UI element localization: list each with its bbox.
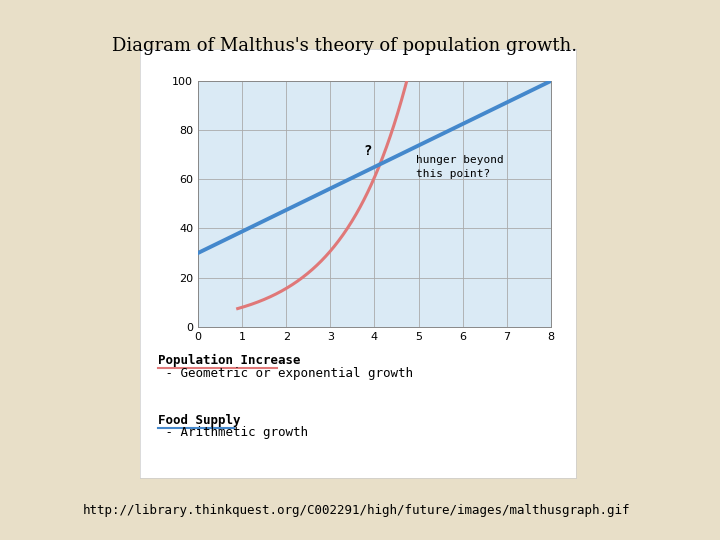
- Text: Population Increase: Population Increase: [158, 354, 301, 367]
- Text: ?: ?: [364, 144, 372, 158]
- Text: Food Supply: Food Supply: [158, 414, 241, 427]
- Text: - Geometric or exponential growth: - Geometric or exponential growth: [158, 367, 413, 380]
- Text: http://library.thinkquest.org/C002291/high/future/images/malthusgraph.gif: http://library.thinkquest.org/C002291/hi…: [83, 504, 630, 517]
- Text: Diagram of Malthus's theory of population growth.: Diagram of Malthus's theory of populatio…: [112, 37, 577, 55]
- Text: hunger beyond
this point?: hunger beyond this point?: [416, 156, 504, 179]
- Text: - Arithmetic growth: - Arithmetic growth: [158, 426, 308, 439]
